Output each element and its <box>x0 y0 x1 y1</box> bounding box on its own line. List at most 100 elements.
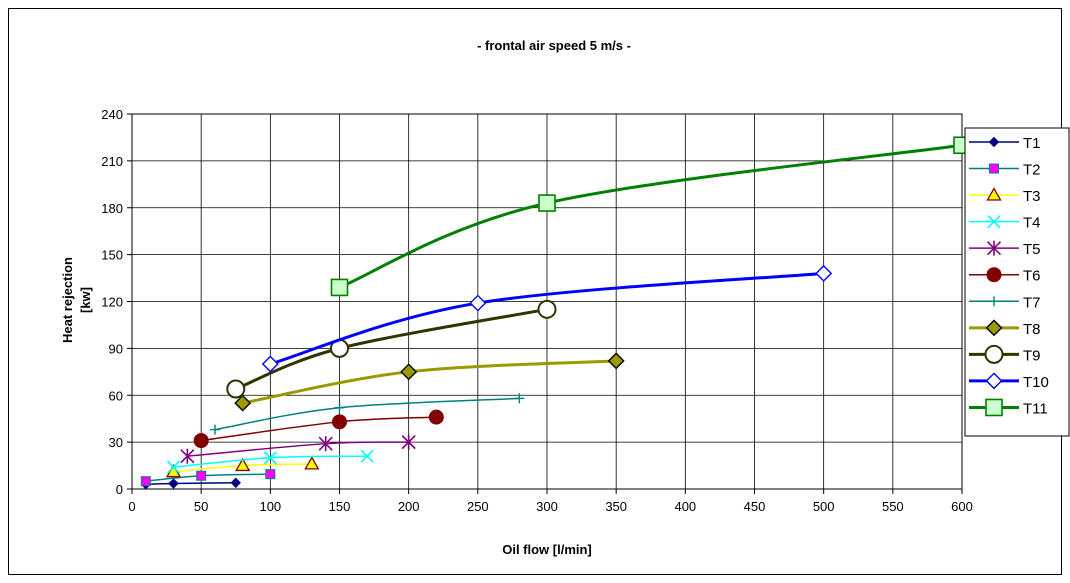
legend-marker <box>984 344 1004 364</box>
series-t11 <box>330 136 971 297</box>
data-point-t11 <box>330 278 349 297</box>
legend-label: T3 <box>1023 188 1041 205</box>
x-tick-label: 600 <box>951 499 973 514</box>
legend-label: T2 <box>1023 162 1041 179</box>
x-tick-label: 450 <box>744 499 766 514</box>
y-tick-label: 180 <box>101 201 123 216</box>
series-line-t10 <box>269 271 824 366</box>
legend-marker <box>987 215 1001 229</box>
legend-label: T6 <box>1023 268 1041 285</box>
x-tick-label: 150 <box>329 499 351 514</box>
legend-item-t3: T3 <box>969 187 1041 205</box>
data-point-t2 <box>196 470 207 481</box>
legend-label: T10 <box>1023 374 1049 391</box>
data-point-t9 <box>226 379 246 399</box>
y-tick-label: 240 <box>101 107 123 122</box>
series-line-t9 <box>235 307 548 391</box>
data-point-t3 <box>304 456 320 470</box>
y-tick-label: 90 <box>109 341 123 356</box>
legend: T1 T2 T3 T4 T5 T6 T7 T8 T9 T10 T11 <box>964 127 1070 437</box>
data-point-t7 <box>514 393 525 404</box>
y-tick-label: 60 <box>109 388 123 403</box>
legend-box <box>964 127 1070 437</box>
series-t3 <box>165 456 320 478</box>
series-line-t11 <box>338 143 963 289</box>
data-point-t1 <box>168 478 179 489</box>
plot-area: 0 50 100 150 200 250 300 350 400 450 500 550 600 0 30 6… <box>101 107 973 514</box>
data-point-t10 <box>261 355 279 373</box>
legend-item-t1: T1 <box>969 135 1041 152</box>
data-point-t5 <box>318 436 333 452</box>
data-point-t8 <box>607 352 625 370</box>
y-tick-label: 0 <box>116 482 123 497</box>
y-tick-label: 30 <box>109 435 123 450</box>
legend-marker <box>988 136 1000 148</box>
legend-item-t5: T5 <box>969 240 1041 258</box>
legend-marker <box>985 372 1003 390</box>
series-t7 <box>210 393 525 435</box>
legend-marker <box>985 319 1003 337</box>
series-t4 <box>166 449 374 474</box>
legend-item-t6: T6 <box>969 267 1041 285</box>
x-tick-label: 50 <box>194 499 208 514</box>
data-point-t8 <box>234 394 252 412</box>
legend-marker <box>986 187 1002 201</box>
series-t9 <box>226 299 557 399</box>
x-tick-label: 350 <box>605 499 627 514</box>
series-t8 <box>234 352 625 412</box>
x-axis-title: Oil flow [l/min] <box>502 542 592 557</box>
y-tick-label: 150 <box>101 248 123 263</box>
data-point-t6 <box>332 414 347 430</box>
data-point-t7 <box>210 424 220 435</box>
data-point-t10 <box>815 264 833 282</box>
data-point-t3 <box>235 457 251 472</box>
legend-marker <box>985 398 1003 417</box>
data-point-t4 <box>360 449 374 463</box>
data-point-t4 <box>263 451 277 465</box>
data-point-t5 <box>401 434 416 450</box>
data-point-t1 <box>230 477 241 488</box>
y-tick-label: 120 <box>101 295 123 310</box>
y-axis-title-line2: [kw] <box>78 287 93 313</box>
legend-marker <box>989 163 999 174</box>
x-tick-label: 100 <box>259 499 281 514</box>
legend-label: T7 <box>1023 294 1041 311</box>
chart-title: - frontal air speed 5 m/s - <box>477 38 631 53</box>
legend-label: T5 <box>1023 241 1041 258</box>
y-axis-title-line1: Heat rejection <box>60 257 75 343</box>
legend-item-t2: T2 <box>969 162 1041 179</box>
data-point-t2 <box>265 469 276 480</box>
series-t6 <box>193 409 444 449</box>
legend-item-t7: T7 <box>969 294 1041 311</box>
legend-marker <box>986 240 1002 256</box>
data-point-t4 <box>166 460 181 474</box>
data-point-t6 <box>193 433 209 449</box>
data-point-t2 <box>140 476 151 487</box>
x-tick-label: 400 <box>674 499 696 514</box>
legend-item-t10: T10 <box>969 372 1049 391</box>
series-t5 <box>180 434 416 464</box>
legend-label: T4 <box>1023 215 1041 232</box>
data-point-t7 <box>334 402 345 413</box>
x-tick-label: 550 <box>882 499 904 514</box>
legend-item-t8: T8 <box>969 319 1041 338</box>
series-t2 <box>140 469 276 487</box>
data-point-t8 <box>400 363 418 381</box>
plot-border <box>131 113 963 490</box>
legend-label: T11 <box>1023 400 1048 417</box>
legend-label: T9 <box>1023 347 1041 364</box>
legend-item-t9: T9 <box>969 344 1041 364</box>
legend-item-t4: T4 <box>969 215 1041 232</box>
series-t10 <box>261 264 833 373</box>
data-point-t6 <box>428 409 444 425</box>
y-tick-label: 210 <box>101 154 123 169</box>
legend-label: T8 <box>1023 321 1041 338</box>
data-point-t10 <box>469 294 487 312</box>
x-tick-label: 250 <box>467 499 489 514</box>
legend-marker <box>986 267 1002 283</box>
x-tick-label: 0 <box>128 499 135 514</box>
x-tick-label: 500 <box>813 499 835 514</box>
data-point-t9 <box>537 299 557 319</box>
legend-label: T1 <box>1023 135 1041 152</box>
